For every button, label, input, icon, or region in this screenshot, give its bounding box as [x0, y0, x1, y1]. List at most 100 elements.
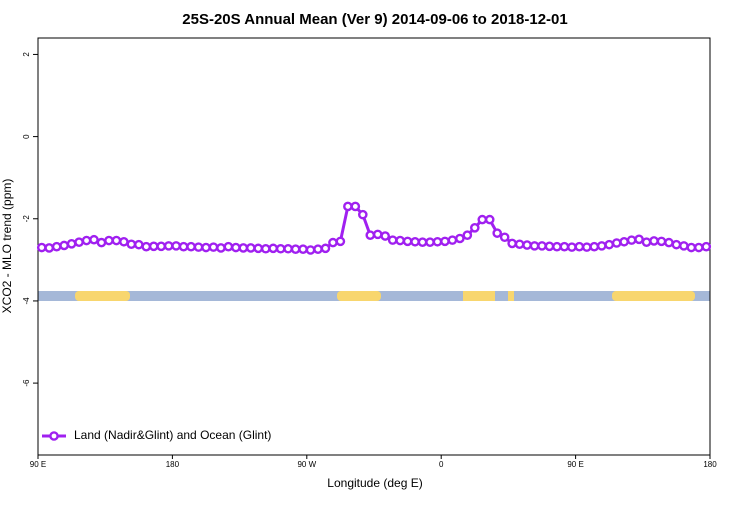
data-point [402, 236, 413, 247]
data-point [410, 236, 420, 247]
data-point [649, 236, 659, 246]
x-tick-label: 0 [439, 460, 444, 469]
y-tick-label: -2 [22, 215, 31, 223]
data-point [357, 209, 368, 220]
data-point [596, 241, 607, 251]
data-point [387, 235, 398, 245]
data-point [634, 234, 644, 245]
data-point [283, 243, 293, 254]
data-point [679, 241, 689, 251]
data-point [298, 244, 308, 254]
data-point [111, 235, 122, 246]
data-point [208, 242, 219, 252]
data-point [104, 235, 114, 246]
y-tick-label: 0 [22, 134, 31, 139]
data-point [216, 243, 226, 253]
data-point [231, 242, 241, 253]
data-point [559, 241, 570, 252]
data-point [343, 201, 353, 212]
data-point [89, 234, 99, 245]
data-point [582, 242, 592, 252]
data-point [529, 241, 540, 251]
data-point [74, 237, 84, 247]
data-point [611, 238, 622, 248]
x-tick-label: 90 W [297, 460, 316, 469]
y-tick-label: -6 [22, 379, 31, 387]
data-point [641, 237, 652, 247]
x-tick-label: 90 E [30, 460, 46, 469]
data-point [544, 241, 555, 252]
data-point [126, 239, 137, 250]
data-point [66, 239, 77, 249]
data-point [552, 241, 562, 252]
land-patch [612, 291, 695, 301]
y-axis-label: XCO2 - MLO trend (ppm) [0, 179, 14, 314]
data-point [238, 243, 249, 253]
data-point [186, 241, 196, 252]
data-point [268, 243, 279, 254]
data-point [313, 244, 323, 254]
land-patch [508, 291, 514, 301]
data-point [567, 242, 577, 252]
data-point [574, 241, 585, 252]
data-point [156, 241, 166, 252]
data-point [51, 241, 62, 252]
data-point [522, 240, 532, 250]
legend-marker [49, 431, 59, 441]
data-point [223, 241, 234, 252]
data-point [694, 242, 704, 253]
x-tick-label: 180 [166, 460, 180, 469]
data-point [701, 241, 712, 252]
data-point [320, 243, 331, 254]
data-point [305, 245, 316, 255]
x-tick-label: 90 E [567, 460, 583, 469]
data-point [440, 236, 450, 247]
land-patch [337, 291, 381, 301]
data-point [163, 241, 174, 251]
data-point [537, 241, 547, 251]
data-point [477, 214, 488, 225]
data-point [484, 214, 495, 225]
data-point [432, 236, 443, 247]
y-tick-label: -4 [22, 297, 31, 305]
data-point [328, 237, 338, 248]
data-point [507, 238, 517, 249]
data-point [148, 241, 159, 252]
data-point [171, 241, 181, 251]
data-point [245, 243, 256, 253]
data-point [350, 201, 361, 212]
data-point [671, 239, 682, 250]
data-point [335, 236, 346, 247]
chart-title: 25S-20S Annual Mean (Ver 9) 2014-09-06 t… [182, 11, 567, 28]
data-point [253, 243, 264, 254]
data-point [469, 223, 480, 233]
data-point [201, 242, 211, 253]
land-patch [75, 291, 130, 301]
data-point [589, 241, 600, 252]
data-point [133, 239, 144, 250]
data-point [455, 233, 465, 244]
data-point [514, 239, 525, 250]
data-point [193, 242, 204, 252]
data-point [44, 243, 55, 253]
data-point [619, 236, 629, 247]
data-point [686, 242, 697, 253]
data-point [395, 235, 405, 246]
data-point [372, 229, 383, 240]
data-point [499, 232, 510, 243]
legend-label: Land (Nadir&Glint) and Ocean (Glint) [74, 428, 271, 442]
data-point [664, 237, 674, 248]
data-point [492, 228, 503, 238]
data-point [290, 244, 301, 254]
data-point [36, 242, 47, 253]
land-ocean-strip [38, 291, 710, 301]
data-point [96, 237, 107, 248]
x-tick-label: 180 [703, 460, 717, 469]
data-point [119, 236, 129, 247]
data-point [81, 235, 92, 246]
data-point [380, 231, 391, 241]
data-point [260, 243, 271, 254]
y-tick-label: 2 [22, 52, 31, 57]
